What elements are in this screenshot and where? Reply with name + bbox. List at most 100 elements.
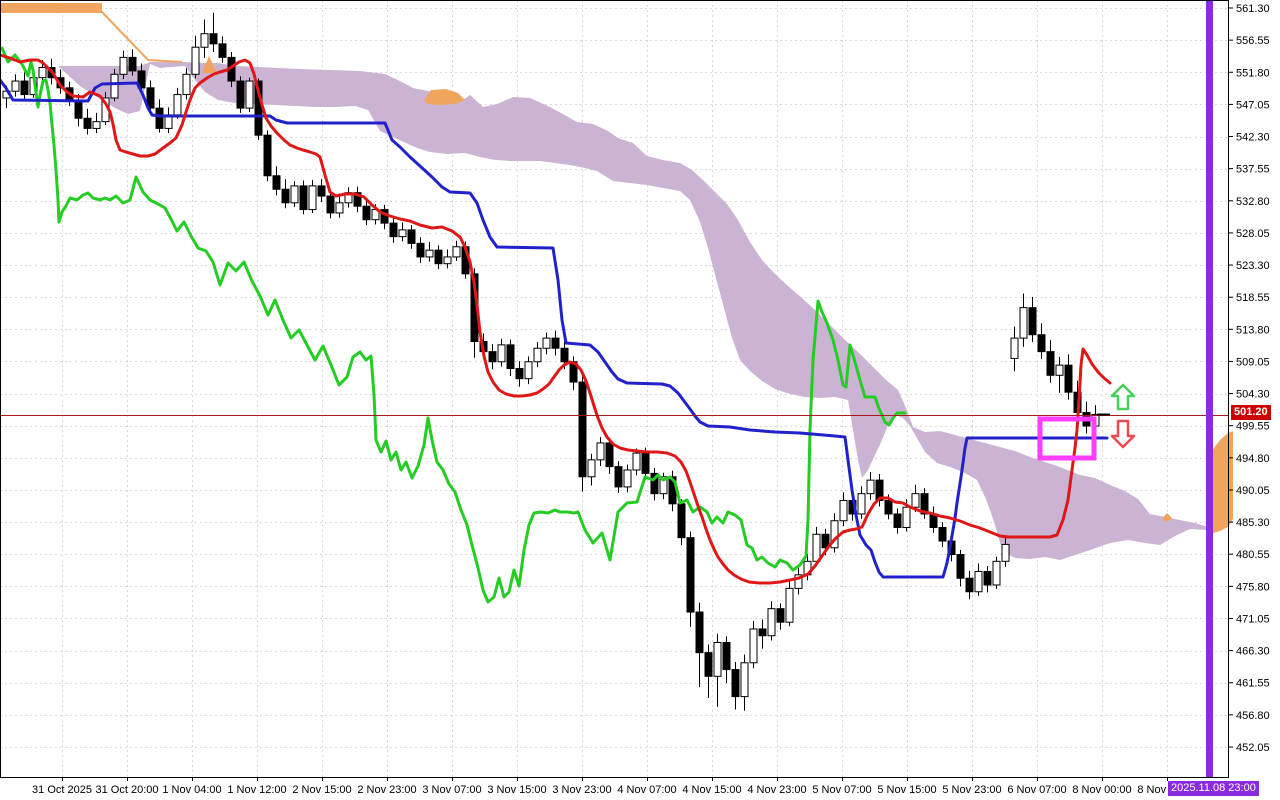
candle-body bbox=[191, 46, 200, 75]
candle bbox=[245, 77, 254, 113]
candle-body bbox=[425, 249, 434, 258]
candle-body bbox=[173, 94, 182, 116]
time-tick-label: 6 Nov 07:00 bbox=[1007, 784, 1066, 796]
candle-body bbox=[812, 533, 821, 562]
candle bbox=[74, 93, 83, 127]
candle bbox=[785, 580, 794, 627]
candle-body bbox=[155, 107, 164, 129]
candle-body bbox=[290, 185, 299, 204]
candle bbox=[605, 437, 614, 475]
candle bbox=[308, 179, 317, 213]
candle bbox=[200, 19, 209, 59]
candle bbox=[839, 492, 848, 527]
time-tick-label: 4 Nov 15:00 bbox=[682, 784, 741, 796]
candle bbox=[587, 453, 596, 486]
candle-body bbox=[686, 537, 695, 613]
candle-body bbox=[1037, 334, 1046, 353]
candle-body bbox=[641, 452, 650, 474]
candle bbox=[1046, 340, 1055, 383]
candle bbox=[452, 240, 461, 261]
candle bbox=[443, 249, 452, 269]
price-tick-label: 485.30 bbox=[1236, 517, 1270, 529]
candle bbox=[965, 570, 974, 600]
candle bbox=[551, 330, 560, 356]
price-tick-label: 561.30 bbox=[1236, 3, 1270, 15]
time-tick-label: 3 Nov 15:00 bbox=[487, 784, 546, 796]
candle-body bbox=[776, 608, 785, 623]
candle bbox=[893, 508, 902, 534]
candle bbox=[704, 644, 713, 698]
candle bbox=[1010, 326, 1019, 372]
candle-body bbox=[38, 67, 47, 79]
candle-body bbox=[1064, 364, 1073, 393]
candle bbox=[623, 464, 632, 493]
candle-body bbox=[326, 195, 335, 214]
candle bbox=[173, 87, 182, 119]
candle bbox=[1055, 357, 1064, 393]
candle-body bbox=[722, 641, 731, 671]
price-tick-label: 494.80 bbox=[1236, 453, 1270, 465]
candle-body bbox=[659, 476, 668, 495]
candle-body bbox=[407, 229, 416, 244]
candle-body bbox=[416, 242, 425, 258]
candle bbox=[236, 76, 245, 113]
candle bbox=[344, 187, 353, 208]
candle bbox=[731, 662, 740, 710]
candle bbox=[938, 522, 947, 548]
up-arrow-icon[interactable] bbox=[1110, 383, 1136, 411]
candle-body bbox=[983, 570, 992, 586]
candle-body bbox=[992, 560, 1001, 586]
candle-body bbox=[731, 669, 740, 698]
time-axis[interactable]: 31 Oct 2025 31 Oct 20:00 1 Nov 04:00 1 Nov … bbox=[32, 777, 1197, 796]
candle-body bbox=[92, 121, 101, 129]
candle bbox=[911, 484, 920, 512]
candle bbox=[542, 332, 551, 355]
candle-body bbox=[263, 134, 272, 177]
candle bbox=[164, 107, 173, 134]
candle bbox=[1001, 537, 1010, 567]
candle bbox=[119, 50, 128, 80]
time-tick-label: 1 Nov 12:00 bbox=[227, 784, 286, 796]
candle-body bbox=[1019, 307, 1028, 339]
candle bbox=[758, 619, 767, 649]
highlight-rectangle[interactable] bbox=[1037, 416, 1097, 461]
candle bbox=[776, 603, 785, 630]
candle bbox=[749, 620, 758, 669]
time-tick-label: 5 Nov 23:00 bbox=[942, 784, 1001, 796]
candle bbox=[767, 601, 776, 641]
candle bbox=[191, 35, 200, 79]
candle bbox=[974, 563, 983, 596]
candle bbox=[506, 339, 515, 376]
candle bbox=[1019, 293, 1028, 347]
candle-body bbox=[749, 628, 758, 664]
candle-body bbox=[578, 381, 587, 478]
candle-body bbox=[110, 73, 119, 99]
price-tick-label: 466.30 bbox=[1236, 646, 1270, 658]
candle bbox=[380, 204, 389, 230]
price-tick-label: 452.05 bbox=[1236, 742, 1270, 754]
down-arrow-icon[interactable] bbox=[1110, 419, 1136, 449]
time-tick-label: 4 Nov 23:00 bbox=[747, 784, 806, 796]
candle-body bbox=[506, 344, 515, 370]
candle-body bbox=[281, 188, 290, 204]
candle bbox=[326, 189, 335, 219]
price-axis[interactable]: 561.30 556.55 551.80 547.05 542.30 537.55 532.… bbox=[1228, 3, 1270, 754]
candle-body bbox=[623, 469, 632, 488]
candle-body bbox=[524, 361, 533, 380]
tenkan-sen-line bbox=[0, 53, 1112, 585]
candle-body bbox=[605, 442, 614, 468]
cloud-orange-patch bbox=[0, 3, 102, 11]
candle-body bbox=[515, 368, 524, 380]
candle bbox=[128, 49, 137, 76]
candle-body bbox=[299, 185, 308, 211]
candle-body bbox=[1001, 543, 1010, 562]
candle-body bbox=[218, 43, 227, 58]
candle-body bbox=[443, 256, 452, 265]
candle-body bbox=[497, 344, 506, 363]
candle bbox=[614, 461, 623, 494]
price-tick-label: 480.55 bbox=[1236, 549, 1270, 561]
price-tick-label: 461.55 bbox=[1236, 678, 1270, 690]
candle bbox=[434, 245, 443, 270]
